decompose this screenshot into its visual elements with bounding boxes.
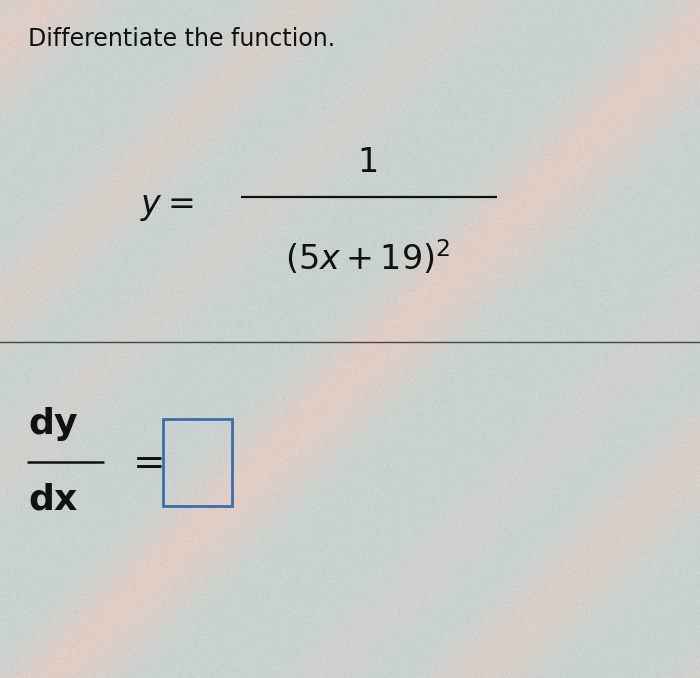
Text: $1$: $1$ [358, 146, 377, 179]
Text: $\mathregular{dx}$: $\mathregular{dx}$ [28, 483, 78, 517]
Text: Differentiate the function.: Differentiate the function. [28, 27, 335, 51]
Text: $y =$: $y =$ [140, 191, 193, 223]
Text: $(5x + 19)^{2}$: $(5x + 19)^{2}$ [285, 239, 450, 277]
Text: $=$: $=$ [125, 443, 162, 481]
Text: $\mathregular{dy}$: $\mathregular{dy}$ [28, 405, 79, 443]
